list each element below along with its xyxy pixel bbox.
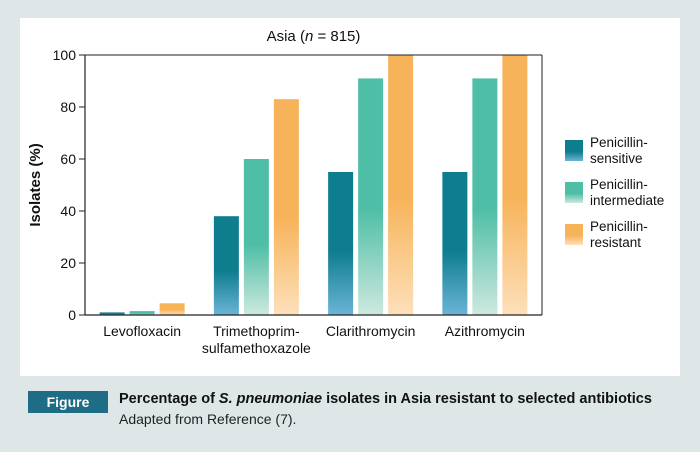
legend-label-line: intermediate: [590, 193, 664, 208]
bar: [129, 311, 155, 315]
chart-title: Asia (n = 815): [267, 28, 361, 45]
legend-swatch: [565, 140, 583, 161]
bar: [328, 172, 354, 315]
category-label-line: Clarithromycin: [326, 323, 415, 339]
category-label: Clarithromycin: [326, 323, 415, 339]
legend-swatch: [565, 182, 583, 203]
bar: [358, 78, 384, 316]
bar-chart: Asia (n = 815) 0 20 40 60 80 100 Isolates (%) Le…: [27, 28, 664, 356]
legend-label: Penicillin-intermediate: [590, 177, 664, 208]
y-tick-label: 40: [60, 203, 76, 219]
y-tick-label: 60: [60, 151, 76, 167]
bar: [273, 99, 299, 315]
bar: [502, 55, 528, 315]
figure-panel: Asia (n = 815) 0 20 40 60 80 100 Isolates (%) Le…: [20, 18, 680, 376]
legend-label: Penicillin-resistant: [590, 219, 648, 250]
caption-title: Percentage of S. pneumoniae isolates in …: [119, 389, 679, 409]
legend-label-line: Penicillin-: [590, 219, 648, 234]
bar: [472, 78, 498, 316]
chart-title-prefix: Asia (: [267, 28, 305, 45]
legend-label-line: resistant: [590, 235, 641, 250]
category-label-line: sulfamethoxazole: [202, 340, 311, 356]
y-tick-label: 80: [60, 99, 76, 115]
bar: [99, 312, 125, 315]
y-tick-label: 0: [68, 307, 76, 323]
figure-badge: Figure: [28, 391, 108, 413]
legend-label-line: Penicillin-: [590, 177, 648, 192]
category-label-line: Trimethoprim-: [213, 323, 300, 339]
caption-title-prefix: Percentage of: [119, 391, 219, 407]
bar: [243, 159, 269, 315]
legend-label-line: sensitive: [590, 151, 643, 166]
bar: [213, 216, 239, 315]
category-label: Levofloxacin: [103, 323, 181, 339]
category-label: Trimethoprim-sulfamethoxazole: [202, 323, 311, 356]
category-label-line: Levofloxacin: [103, 323, 181, 339]
legend-label: Penicillin-sensitive: [590, 135, 648, 166]
category-label-line: Azithromycin: [445, 323, 525, 339]
caption-title-species: S. pneumoniae: [218, 391, 323, 407]
chart-title-n: n: [305, 28, 313, 45]
bar: [159, 303, 185, 315]
bar: [388, 55, 414, 315]
caption-text: Percentage of S. pneumoniae isolates in …: [119, 389, 679, 429]
legend-label-line: Penicillin-: [590, 135, 648, 150]
bar: [442, 172, 468, 315]
category-label: Azithromycin: [445, 323, 525, 339]
caption-subtitle: Adapted from Reference (7).: [119, 411, 297, 427]
y-axis-label: Isolates (%): [27, 143, 44, 226]
chart-title-suffix: = 815): [313, 28, 360, 45]
y-tick-label: 100: [53, 47, 77, 63]
y-tick-label: 20: [60, 255, 76, 271]
legend-swatch: [565, 224, 583, 245]
caption-title-suffix: isolates in Asia resistant to selected a…: [322, 391, 652, 407]
